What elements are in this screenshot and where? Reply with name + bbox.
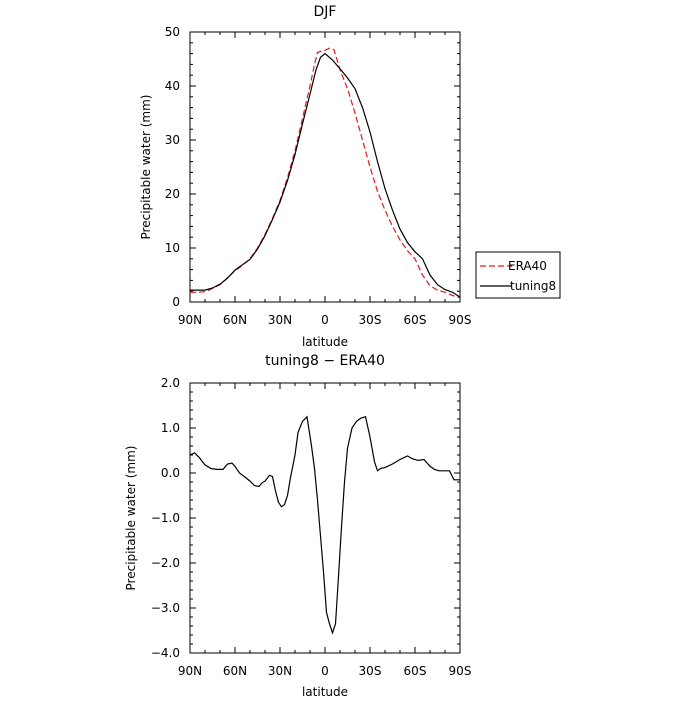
x-tick-label: 60S — [404, 664, 427, 678]
x-tick-label: 30S — [359, 313, 382, 327]
y-tick-label: 40 — [165, 79, 180, 93]
legend-label-era40: ERA40 — [508, 259, 547, 273]
y-tick-label: 0 — [172, 295, 180, 309]
legend-label-tuning8: tuning8 — [510, 279, 556, 293]
y-tick-label: 1.0 — [161, 421, 180, 435]
bottom-y-axis-label: Precipitable water (mm) — [124, 446, 138, 591]
plot-frame — [189, 31, 461, 303]
x-tick-label: 30N — [268, 313, 292, 327]
y-tick-label: 10 — [165, 241, 180, 255]
series-line-tuning8 — [190, 52, 461, 298]
y-tick-label: 30 — [165, 133, 180, 147]
bottom-panel: tuning8 − ERA40 latitude Precipitable wa… — [124, 353, 471, 699]
x-tick-label: 90N — [178, 664, 202, 678]
y-tick-label: −1.0 — [151, 511, 180, 525]
x-tick-label: 0 — [321, 664, 329, 678]
bottom-chart-title: tuning8 − ERA40 — [265, 353, 385, 369]
y-tick-label: −2.0 — [151, 556, 180, 570]
x-tick-label: 30S — [359, 664, 382, 678]
x-tick-label: 90N — [178, 313, 202, 327]
plot-frame — [189, 382, 461, 654]
top-chart-title: DJF — [314, 4, 337, 20]
series-line-era40 — [190, 47, 461, 299]
top-panel: DJF latitude Precipitable water (mm) 90N… — [139, 4, 471, 349]
y-tick-label: −4.0 — [151, 646, 180, 660]
legend-box — [475, 251, 561, 299]
x-tick-label: 30N — [268, 664, 292, 678]
x-tick-label: 90S — [449, 313, 472, 327]
y-tick-label: 0.0 — [161, 466, 180, 480]
y-tick-label: −3.0 — [151, 601, 180, 615]
top-x-axis-label: latitude — [302, 335, 348, 349]
series-line-difference — [189, 415, 460, 635]
x-tick-label: 0 — [321, 313, 329, 327]
y-tick-label: 2.0 — [161, 376, 180, 390]
x-tick-label: 60S — [404, 313, 427, 327]
top-y-axis-label: Precipitable water (mm) — [139, 95, 153, 240]
legend: ERA40 tuning8 — [475, 251, 561, 299]
x-tick-label: 60N — [223, 313, 247, 327]
bottom-x-axis-label: latitude — [302, 685, 348, 699]
y-tick-label: 50 — [165, 25, 180, 39]
x-tick-label: 60N — [223, 664, 247, 678]
x-tick-label: 90S — [449, 664, 472, 678]
y-tick-label: 20 — [165, 187, 180, 201]
